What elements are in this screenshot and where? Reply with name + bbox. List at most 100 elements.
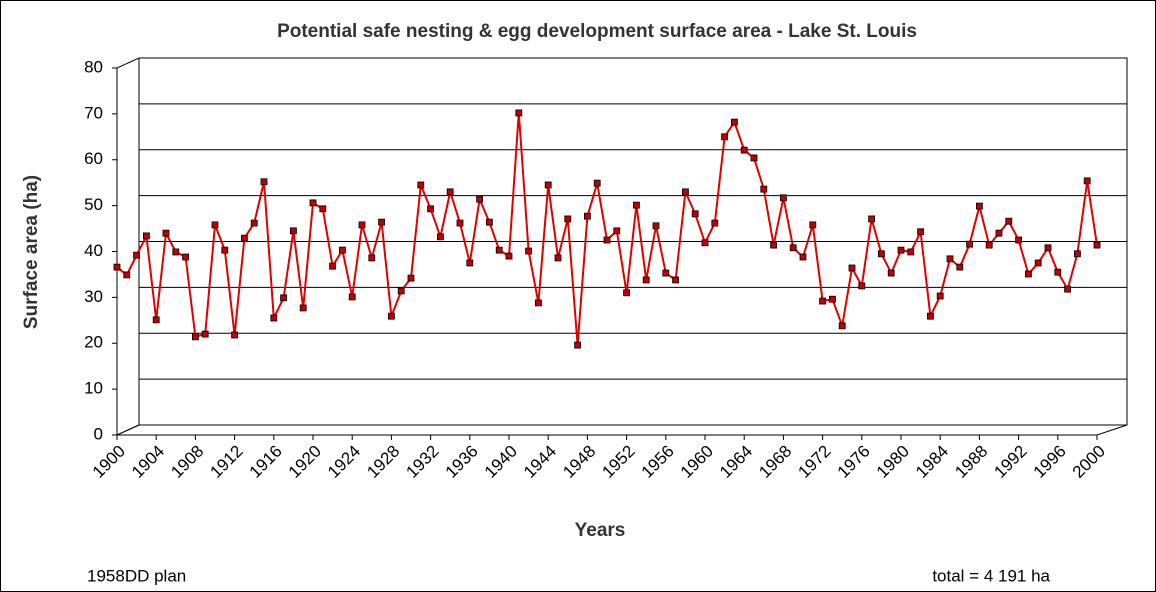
data-point — [740, 146, 748, 154]
data-point — [535, 299, 542, 307]
data-point — [397, 287, 405, 295]
data-point — [554, 254, 562, 262]
data-point — [221, 246, 229, 254]
data-point — [711, 219, 719, 227]
data-point — [731, 118, 738, 126]
data-point — [809, 221, 817, 229]
data-point — [956, 263, 964, 271]
data-point — [819, 297, 826, 305]
data-point — [250, 219, 258, 227]
data-point — [574, 341, 581, 349]
data-point — [858, 282, 866, 290]
y-axis-title: Surface area (ha) — [21, 175, 42, 329]
data-point — [1025, 270, 1032, 278]
data-point — [603, 236, 611, 244]
y-tick-label: 30 — [84, 287, 103, 306]
data-point — [476, 195, 484, 203]
data-point — [446, 188, 454, 196]
data-point — [633, 201, 640, 209]
data-point — [721, 133, 728, 141]
data-point — [1034, 259, 1042, 267]
data-point — [495, 246, 503, 254]
data-point — [750, 154, 758, 162]
y-tick-label: 60 — [84, 149, 103, 168]
data-point — [985, 241, 993, 249]
data-point — [505, 252, 513, 260]
data-point — [564, 215, 572, 223]
data-point — [407, 274, 415, 282]
data-point — [1054, 268, 1062, 276]
data-point — [799, 253, 807, 261]
data-point — [152, 316, 160, 324]
annotation: total = 4 191 ha — [932, 566, 1050, 585]
data-point — [211, 221, 219, 229]
data-point — [515, 109, 523, 117]
y-tick-label: 40 — [84, 241, 103, 260]
data-point — [1083, 177, 1091, 185]
y-tick-label: 80 — [84, 57, 103, 76]
data-point — [976, 202, 983, 210]
data-point — [770, 241, 777, 249]
data-point — [191, 333, 199, 341]
data-point — [299, 304, 307, 312]
data-point — [466, 259, 474, 267]
data-point — [868, 215, 875, 223]
data-point — [652, 222, 660, 230]
data-point — [201, 330, 209, 338]
data-point — [182, 253, 190, 261]
data-point — [280, 294, 288, 302]
data-point — [691, 210, 699, 218]
data-point — [829, 295, 836, 303]
data-point — [456, 219, 464, 227]
data-point — [289, 227, 297, 235]
data-point — [701, 239, 709, 247]
data-point — [838, 322, 846, 330]
data-point — [358, 221, 366, 229]
data-point — [338, 246, 346, 254]
data-point — [133, 251, 141, 259]
data-point — [378, 218, 386, 226]
data-point — [878, 250, 885, 258]
data-point — [760, 185, 768, 193]
data-point — [946, 255, 954, 263]
y-tick-label: 20 — [84, 333, 103, 352]
data-point — [123, 271, 131, 279]
data-point — [1074, 250, 1081, 258]
data-point — [329, 262, 337, 270]
data-point — [1015, 236, 1022, 244]
data-point — [789, 244, 797, 252]
data-point — [623, 289, 630, 297]
data-point — [1005, 217, 1013, 225]
data-point — [427, 205, 435, 213]
data-point — [368, 254, 376, 262]
data-point — [1044, 244, 1052, 252]
y-tick-label: 70 — [84, 103, 103, 122]
data-point — [995, 229, 1003, 237]
y-tick-label: 10 — [84, 379, 103, 398]
data-point — [142, 232, 150, 240]
data-point — [672, 276, 679, 284]
data-point — [387, 312, 395, 320]
data-point — [848, 264, 856, 272]
data-point — [613, 227, 621, 235]
data-point — [260, 178, 268, 186]
data-point — [309, 199, 317, 207]
data-point — [966, 240, 973, 248]
data-point — [162, 229, 170, 237]
y-tick-label: 0 — [94, 424, 103, 443]
chart-title: Potential safe nesting & egg development… — [277, 21, 917, 42]
data-point — [682, 188, 689, 196]
data-point — [887, 269, 895, 277]
data-point — [231, 331, 239, 339]
data-point — [642, 276, 650, 284]
data-point — [1064, 285, 1071, 293]
data-point — [927, 312, 934, 320]
data-point — [936, 292, 944, 300]
data-point — [907, 248, 915, 256]
data-point — [485, 218, 493, 226]
y-tick-label: 50 — [84, 195, 103, 214]
annotation: 1958DD plan — [87, 566, 186, 585]
x-axis-title: Years — [575, 520, 626, 541]
